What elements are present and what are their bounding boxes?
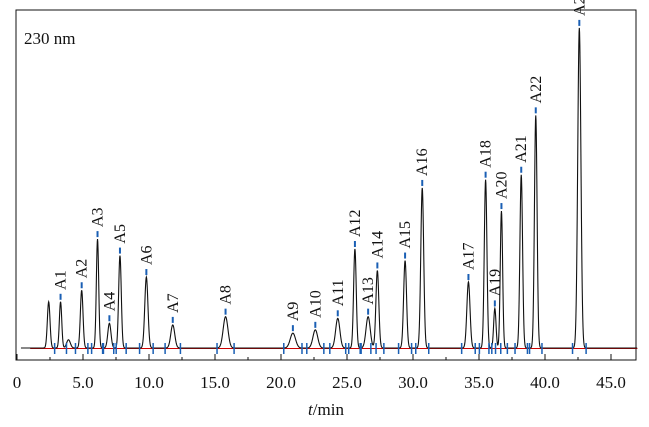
peak-label-a23: A23 [571,0,588,16]
x-tick-label: 45.0 [596,373,626,392]
x-axis-label-variable: t [308,400,314,419]
peak-label-a18: A18 [478,140,495,168]
x-tick-label: 15.0 [200,373,230,392]
peak-label-a2: A2 [74,259,91,279]
x-tick-label: 5.0 [72,373,93,392]
x-axis-label-unit: /min [313,400,345,419]
x-tick-label: 40.0 [530,373,560,392]
trace-layer [20,27,638,349]
peak-label-a10: A10 [307,290,324,318]
x-tick-label: 20.0 [266,373,296,392]
peak-label-a5: A5 [112,224,129,244]
peak-label-a1: A1 [53,270,70,290]
integration-markers [53,19,587,354]
chromatogram-trace [20,27,638,349]
peak-label-a9: A9 [285,302,302,322]
x-tick-label: 35.0 [464,373,494,392]
peak-label-a3: A3 [90,208,107,228]
peak-label-a6: A6 [138,245,155,265]
peak-label-a7: A7 [165,293,182,313]
x-tick-label: 0 [13,373,22,392]
wavelength-annotation: 230 nm [24,29,75,48]
peak-label-a13: A13 [360,277,377,305]
x-tick-label: 25.0 [332,373,362,392]
peak-label-a14: A14 [369,231,386,259]
peak-label-a17: A17 [460,242,477,270]
plot-frame [15,9,637,361]
x-tick-label: 30.0 [398,373,428,392]
peak-label-a11: A11 [330,279,347,306]
peak-label-a12: A12 [347,209,364,237]
x-axis-label: t/min [308,400,344,419]
peak-label-a15: A15 [397,221,414,249]
x-tick-label: 10.0 [134,373,164,392]
peak-label-a20: A20 [493,171,510,199]
peak-label-a4: A4 [101,292,118,312]
peak-label-a21: A21 [513,135,530,163]
peak-label-a22: A22 [528,76,545,104]
x-axis: 0 5.0 10.0 15.0 20.0 25.0 30.0 35.0 40.0 45.0 [13,354,626,392]
peak-label-a16: A16 [414,148,431,176]
peak-label-a19: A19 [487,269,504,297]
peak-label-a8: A8 [218,285,235,305]
